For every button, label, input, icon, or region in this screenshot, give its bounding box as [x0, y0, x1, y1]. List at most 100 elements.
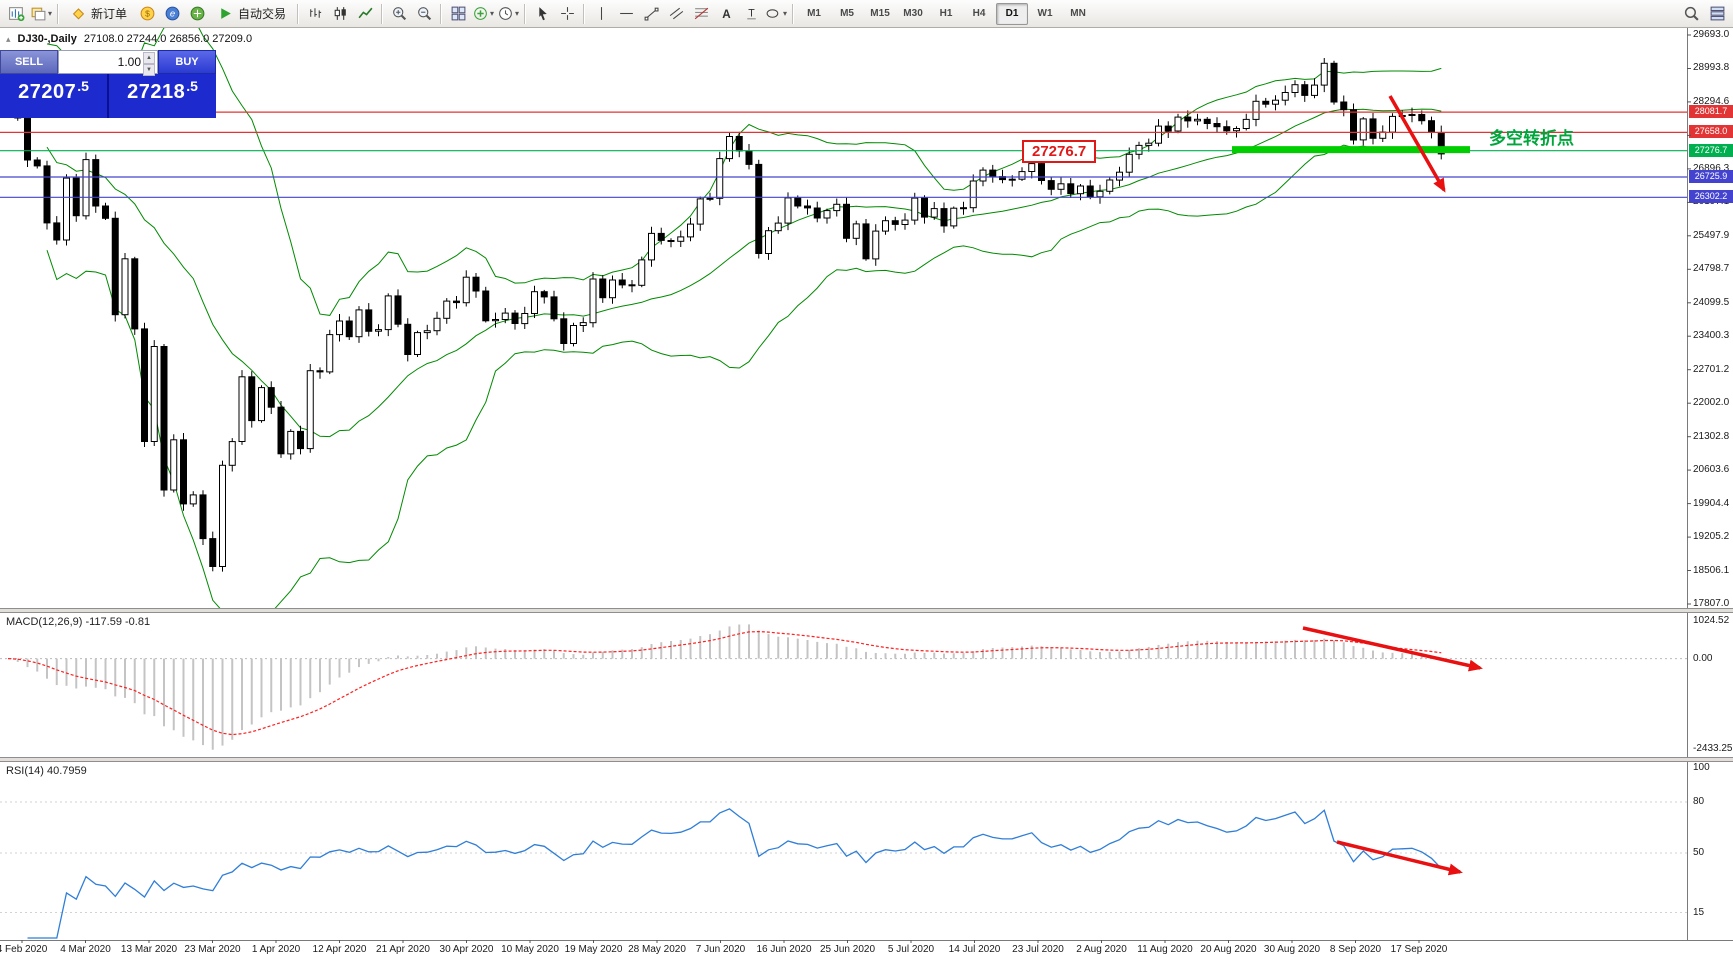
new-order-button[interactable]: 新订单 [63, 3, 134, 25]
timeframe-button-h1[interactable]: H1 [939, 8, 953, 19]
date-axis-label: 12 Apr 2020 [312, 944, 367, 954]
indicators-button[interactable]: ▾ [471, 3, 495, 25]
price-axis-tick: 21302.8 [1693, 430, 1730, 442]
crosshair-tool-button[interactable] [555, 3, 579, 25]
search-button[interactable] [1679, 3, 1703, 25]
macd-pane-canvas[interactable] [0, 613, 1687, 757]
rsi-pane-canvas[interactable] [0, 762, 1687, 940]
zoom-out-button[interactable] [412, 3, 436, 25]
chevron-down-icon: ▾ [783, 9, 788, 18]
timeframe-button-m30[interactable]: M30 [903, 8, 923, 19]
tile-windows-button[interactable] [446, 3, 470, 25]
date-axis-label: 16 Jun 2020 [756, 944, 812, 954]
price-axis-tick: 23400.3 [1693, 330, 1730, 342]
price-line-badge: 26725.9 [1689, 170, 1733, 184]
date-axis: 4 Feb 2020 4 Mar 2020 13 Mar 2020 23 Mar 20… [0, 940, 1733, 954]
periods-button[interactable]: ▾ [496, 3, 520, 25]
sell-price-box[interactable]: 27207 .5 [0, 74, 107, 118]
date-axis-label: 2 Aug 2020 [1076, 944, 1127, 954]
new-order-label: 新订单 [91, 7, 128, 21]
line-chart-mode-button[interactable] [353, 3, 377, 25]
stepper-down-icon[interactable]: ▼ [143, 64, 155, 76]
zoom-out-icon [417, 7, 431, 21]
cursor-tool-button[interactable] [530, 3, 554, 25]
price-callout[interactable]: 27276.7 [1022, 140, 1097, 163]
timeframe-button-h4[interactable]: H4 [972, 8, 986, 19]
community-button[interactable] [185, 3, 209, 25]
sell-price: 27207 [18, 81, 77, 103]
profiles-button[interactable]: ▾ [29, 3, 53, 25]
new-chart-button[interactable] [4, 3, 28, 25]
channel-icon [669, 7, 683, 20]
price-axis-tick: 22002.0 [1693, 397, 1730, 409]
date-axis-label: 23 Mar 2020 [184, 944, 241, 954]
label-tool-button[interactable]: T [739, 3, 763, 25]
price-axis-tick: 17807.0 [1693, 598, 1730, 609]
trendline-tool-button[interactable] [639, 3, 663, 25]
deposit-button[interactable]: $ [135, 3, 159, 25]
zoom-in-button[interactable] [387, 3, 411, 25]
date-axis-label: 4 Feb 2020 [0, 944, 48, 954]
bar-chart-icon [309, 8, 321, 18]
buy-price-pips: .5 [186, 78, 198, 94]
timeframe-button-m1[interactable]: M1 [807, 8, 821, 19]
symbol-info: ▴ DJ30-,Daily 27108.0 27244.0 26856.0 27… [6, 33, 252, 45]
channel-tool-button[interactable] [664, 3, 688, 25]
volume-stepper[interactable]: ▲ ▼ [143, 52, 155, 76]
macd-axis-tick: 1024.52 [1693, 615, 1730, 626]
price-axis-tick: 28294.6 [1693, 95, 1730, 107]
rsi-label: RSI(14) 40.7959 [6, 765, 87, 777]
coin-icon: $ [140, 6, 154, 21]
chevron-down-icon: ▾ [515, 9, 520, 18]
price-chart-canvas[interactable] [0, 28, 1687, 608]
sell-price-pips: .5 [77, 78, 89, 94]
vertical-line-icon [600, 7, 602, 20]
date-axis-label: 25 Jun 2020 [819, 944, 876, 954]
chevron-down-icon: ▾ [47, 9, 52, 18]
fibonacci-tool-button[interactable] [689, 3, 713, 25]
buy-button[interactable]: BUY [158, 50, 216, 74]
auto-trading-button[interactable]: 自动交易 [210, 3, 293, 25]
bar-chart-mode-button[interactable] [303, 3, 327, 25]
timeframe-button-w1[interactable]: W1 [1037, 8, 1053, 19]
date-axis-label: 28 May 2020 [628, 944, 686, 954]
panels-button[interactable] [1705, 3, 1729, 25]
date-axis-label: 4 Mar 2020 [60, 944, 111, 954]
turning-point-note[interactable]: 多空转折点 [1489, 129, 1574, 148]
toolbar-separator [792, 3, 795, 24]
fibonacci-icon [694, 7, 708, 20]
pane-separator[interactable] [0, 608, 1733, 613]
globe-icon: e [165, 6, 179, 21]
price-line-badge: 27658.0 [1689, 125, 1733, 139]
buy-price-box[interactable]: 27218 .5 [109, 74, 216, 118]
timeframe-button-m5[interactable]: M5 [840, 8, 854, 19]
new-order-icon [72, 8, 85, 20]
pane-separator[interactable] [0, 757, 1733, 762]
sell-button[interactable]: SELL [0, 50, 58, 74]
label-icon: T [746, 8, 756, 20]
timeframe-button-m15[interactable]: M15 [870, 8, 890, 19]
shapes-tool-button[interactable]: ▾ [764, 3, 788, 25]
candlestick-mode-button[interactable] [328, 3, 352, 25]
timeframe-button-d1[interactable]: D1 [996, 2, 1029, 25]
macd-label: MACD(12,26,9) -117.59 -0.81 [6, 616, 151, 628]
date-axis-label: 11 Aug 2020 [1137, 944, 1193, 954]
web-terminal-button[interactable]: e [160, 3, 184, 25]
date-axis-label: 20 Aug 2020 [1200, 944, 1257, 954]
vertical-line-tool-button[interactable] [589, 3, 613, 25]
rsi-axis-tick: 15 [1693, 906, 1705, 918]
date-axis-label: 8 Sep 2020 [1329, 944, 1382, 954]
price-axis: 29693.028993.828294.627595.526896.326197… [1687, 28, 1733, 954]
volume-field[interactable]: 1.00 ▲ ▼ [58, 50, 158, 76]
horizontal-line-tool-button[interactable] [614, 3, 638, 25]
price-axis-tick: 18506.1 [1693, 564, 1730, 576]
timeframe-toolbar: M1 M5 M15 M30 H1 H4 D1 W1 MN [798, 2, 1094, 25]
candlestick-icon [334, 7, 346, 20]
timeframe-button-mn[interactable]: MN [1070, 8, 1086, 19]
text-tool-button[interactable]: A [714, 3, 738, 25]
macd-histogram [7, 624, 1443, 750]
svg-text:T: T [748, 8, 755, 20]
horizontal-line-icon [619, 12, 633, 15]
stepper-up-icon[interactable]: ▲ [143, 52, 155, 64]
macd-signal-line [7, 630, 1442, 736]
